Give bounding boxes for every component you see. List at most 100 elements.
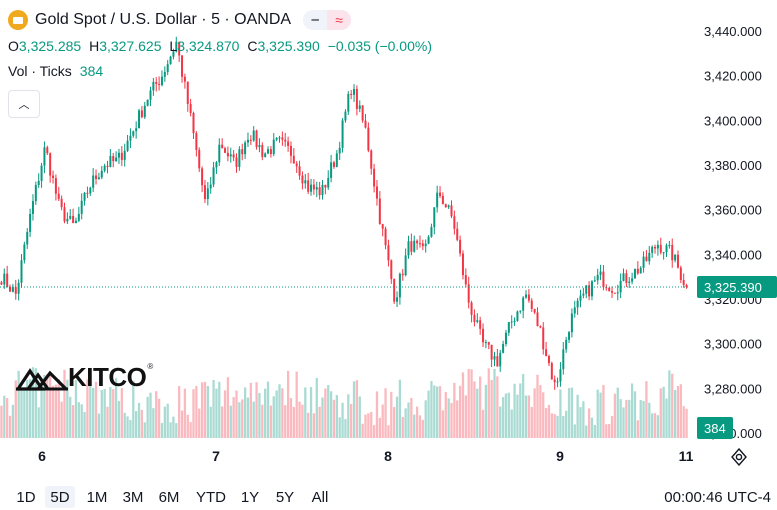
- candle-body: [338, 147, 341, 154]
- candle-body: [504, 332, 507, 344]
- candle-body: [123, 150, 126, 160]
- volume-bar: [576, 394, 579, 438]
- volume-bar: [198, 408, 201, 438]
- candle-body: [43, 147, 46, 166]
- clock[interactable]: 00:00:46 UTC-4: [664, 488, 771, 506]
- gear-icon[interactable]: [729, 447, 749, 467]
- timeframe-3m[interactable]: 3M: [122, 488, 144, 506]
- candle-body: [238, 149, 241, 167]
- candle-body: [298, 166, 301, 176]
- candle-body: [287, 141, 290, 147]
- candle-body: [568, 332, 571, 340]
- volume-bar: [441, 410, 445, 438]
- candle-body: [335, 153, 338, 167]
- candle-body: [112, 156, 115, 162]
- volume-bar: [616, 387, 619, 438]
- volume-bar: [481, 409, 485, 438]
- candle-body: [585, 285, 588, 294]
- candle-body: [547, 355, 550, 364]
- candle-body: [375, 186, 378, 199]
- volume-bar: [221, 406, 224, 438]
- timeframe-6m[interactable]: 6M: [158, 488, 180, 506]
- volume-bar: [487, 368, 490, 438]
- candle-body: [115, 157, 118, 162]
- timeframe-5d[interactable]: 5D: [45, 486, 75, 508]
- timeframe-all[interactable]: All: [311, 488, 329, 506]
- volume-bar: [123, 412, 126, 438]
- volume-bar: [570, 387, 574, 438]
- volume-bar: [83, 411, 86, 438]
- volume-bar: [249, 382, 252, 438]
- volume-bar: [542, 392, 545, 438]
- candle-body: [350, 93, 353, 95]
- candle-body: [92, 175, 95, 188]
- candle-body: [37, 180, 40, 186]
- volume-bar: [238, 402, 241, 438]
- candle-body: [642, 256, 645, 268]
- time-axis[interactable]: 6 7 8 9 11: [38, 448, 694, 464]
- candle-body: [611, 290, 614, 293]
- volume-bar: [559, 389, 562, 438]
- candle-body: [295, 163, 298, 167]
- candle-body: [186, 81, 189, 104]
- timeframe-1y[interactable]: 1Y: [240, 488, 260, 506]
- volume-bar: [0, 405, 3, 438]
- wave-icon[interactable]: ≈: [327, 10, 352, 30]
- volume-bar: [200, 382, 204, 438]
- candle-body: [418, 243, 421, 245]
- volume-bar: [499, 406, 502, 438]
- volume-bar: [390, 391, 393, 438]
- candle-body: [80, 200, 83, 214]
- minus-icon[interactable]: ━: [311, 13, 319, 27]
- volume-bar: [218, 381, 221, 438]
- volume-bar: [178, 386, 181, 438]
- price-scale[interactable]: 3,440.000 3,420.000 3,400.000 3,380.000 3,36…: [697, 24, 777, 441]
- candle-body: [430, 227, 433, 237]
- volume-bar: [524, 395, 528, 438]
- candle-body: [482, 328, 485, 343]
- volume-bar: [622, 407, 625, 438]
- volume-badge-label: 384: [704, 421, 726, 436]
- volume-bar: [100, 390, 103, 438]
- volume-bar: [212, 380, 215, 438]
- candle-body: [206, 188, 209, 200]
- candle-body: [467, 284, 470, 303]
- volume-bar: [378, 417, 381, 438]
- indicator-toggle[interactable]: ━ ≈: [303, 10, 352, 30]
- volume-bar: [6, 398, 9, 438]
- volume-bar: [450, 403, 453, 438]
- timeframe-1d[interactable]: 1D: [16, 488, 36, 506]
- symbol-title[interactable]: Gold Spot / U.S. Dollar · 5 · OANDA: [35, 11, 292, 28]
- volume-bar: [172, 416, 175, 438]
- timeframe-5y[interactable]: 5Y: [275, 488, 295, 506]
- volume-bar: [28, 379, 32, 438]
- volume-bar: [226, 377, 230, 438]
- volume-bar: [438, 386, 442, 438]
- volume-bar: [192, 389, 195, 438]
- candle-body: [244, 142, 247, 155]
- volume-bar: [665, 398, 668, 438]
- candle-body: [533, 308, 536, 313]
- candle-body: [364, 120, 367, 128]
- candle-body: [172, 51, 175, 57]
- volume-bar: [490, 380, 493, 438]
- candle-body: [261, 145, 264, 158]
- candle-body: [633, 268, 636, 279]
- volume-bar: [355, 380, 359, 438]
- candle-body: [201, 168, 204, 186]
- volume-bar: [436, 386, 439, 438]
- candle-body: [493, 356, 496, 360]
- collapse-legend-button[interactable]: ︿: [8, 90, 40, 118]
- volume-bar: [335, 395, 338, 438]
- volume-bar: [272, 396, 275, 438]
- timeframe-ytd[interactable]: YTD: [196, 488, 226, 506]
- timeframe-1m[interactable]: 1M: [86, 488, 108, 506]
- volume-bar: [11, 404, 15, 438]
- current-price-badge[interactable]: 3,325.390: [697, 275, 777, 298]
- time-tick-label: 9: [556, 448, 564, 464]
- volume-bar: [562, 416, 565, 438]
- volume-bar: [46, 374, 49, 438]
- volume-bar: [189, 422, 192, 438]
- volume-bar: [97, 413, 101, 438]
